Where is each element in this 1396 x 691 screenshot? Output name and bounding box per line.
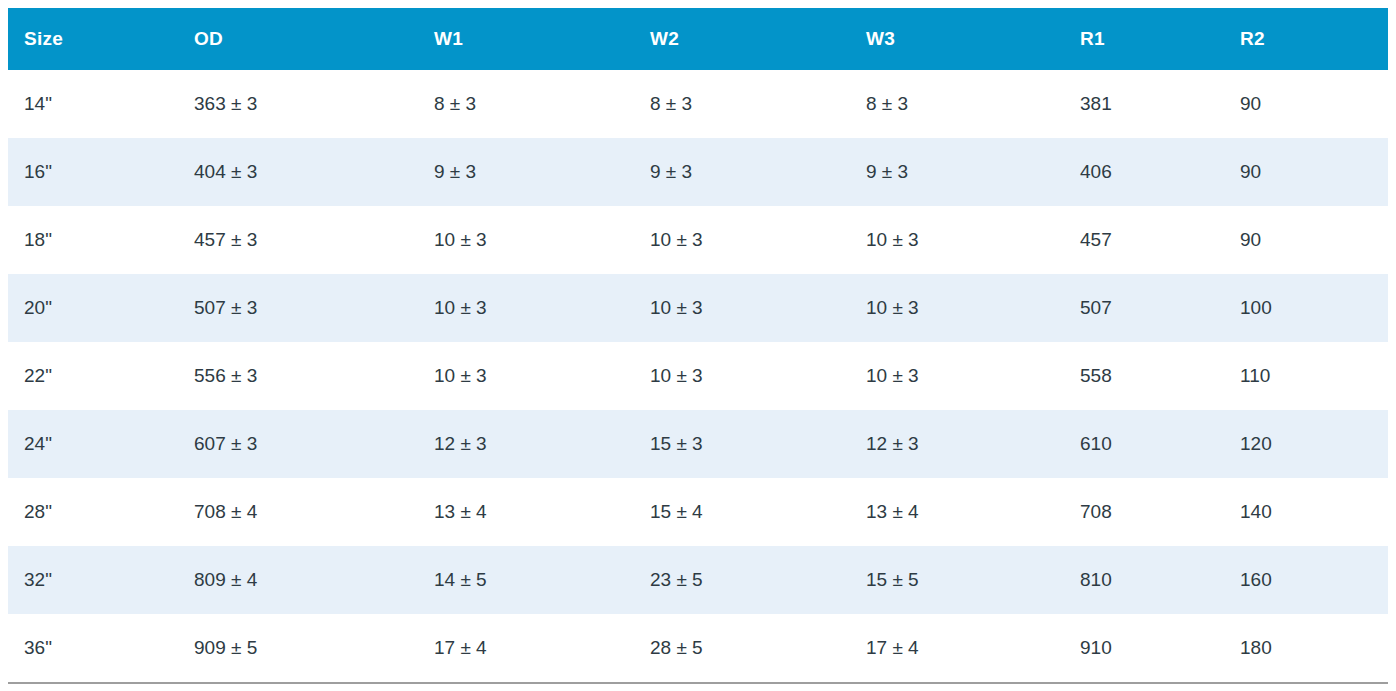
cell-od: 363 ± 3 bbox=[178, 70, 418, 138]
cell-w2: 8 ± 3 bbox=[634, 70, 850, 138]
cell-size: 20" bbox=[8, 274, 178, 342]
cell-r2: 180 bbox=[1224, 614, 1388, 683]
cell-r2: 90 bbox=[1224, 206, 1388, 274]
cell-w3: 12 ± 3 bbox=[850, 410, 1064, 478]
cell-size: 36" bbox=[8, 614, 178, 683]
cell-w2: 10 ± 3 bbox=[634, 274, 850, 342]
cell-w1: 14 ± 5 bbox=[418, 546, 634, 614]
cell-w1: 10 ± 3 bbox=[418, 206, 634, 274]
cell-w2: 9 ± 3 bbox=[634, 138, 850, 206]
cell-size: 16" bbox=[8, 138, 178, 206]
cell-r1: 406 bbox=[1064, 138, 1224, 206]
cell-r1: 507 bbox=[1064, 274, 1224, 342]
cell-od: 507 ± 3 bbox=[178, 274, 418, 342]
column-header-w2: W2 bbox=[634, 8, 850, 70]
cell-size: 24" bbox=[8, 410, 178, 478]
column-header-r2: R2 bbox=[1224, 8, 1388, 70]
cell-size: 14" bbox=[8, 70, 178, 138]
table-row-20: 20" 507 ± 3 10 ± 3 10 ± 3 10 ± 3 507 100 bbox=[8, 274, 1388, 342]
cell-r2: 120 bbox=[1224, 410, 1388, 478]
cell-r1: 910 bbox=[1064, 614, 1224, 683]
table-row-24: 24" 607 ± 3 12 ± 3 15 ± 3 12 ± 3 610 120 bbox=[8, 410, 1388, 478]
cell-w1: 10 ± 3 bbox=[418, 342, 634, 410]
cell-od: 809 ± 4 bbox=[178, 546, 418, 614]
cell-r1: 708 bbox=[1064, 478, 1224, 546]
cell-size: 22" bbox=[8, 342, 178, 410]
cell-r2: 100 bbox=[1224, 274, 1388, 342]
column-header-w3: W3 bbox=[850, 8, 1064, 70]
cell-od: 708 ± 4 bbox=[178, 478, 418, 546]
cell-r2: 140 bbox=[1224, 478, 1388, 546]
cell-r1: 558 bbox=[1064, 342, 1224, 410]
column-header-r1: R1 bbox=[1064, 8, 1224, 70]
cell-od: 909 ± 5 bbox=[178, 614, 418, 683]
table-body: 14" 363 ± 3 8 ± 3 8 ± 3 8 ± 3 381 90 16"… bbox=[8, 70, 1388, 683]
cell-w3: 8 ± 3 bbox=[850, 70, 1064, 138]
column-header-od: OD bbox=[178, 8, 418, 70]
cell-w2: 23 ± 5 bbox=[634, 546, 850, 614]
cell-w3: 10 ± 3 bbox=[850, 274, 1064, 342]
table-header: Size OD W1 W2 W3 R1 R2 bbox=[8, 8, 1388, 70]
cell-r1: 810 bbox=[1064, 546, 1224, 614]
cell-od: 457 ± 3 bbox=[178, 206, 418, 274]
cell-size: 32" bbox=[8, 546, 178, 614]
header-row: Size OD W1 W2 W3 R1 R2 bbox=[8, 8, 1388, 70]
cell-w3: 17 ± 4 bbox=[850, 614, 1064, 683]
cell-r1: 457 bbox=[1064, 206, 1224, 274]
column-header-size: Size bbox=[8, 8, 178, 70]
page: Size OD W1 W2 W3 R1 R2 14" 363 ± 3 8 ± 3… bbox=[0, 0, 1396, 684]
cell-w3: 10 ± 3 bbox=[850, 206, 1064, 274]
table-row-14: 14" 363 ± 3 8 ± 3 8 ± 3 8 ± 3 381 90 bbox=[8, 70, 1388, 138]
cell-r2: 90 bbox=[1224, 70, 1388, 138]
cell-w2: 10 ± 3 bbox=[634, 206, 850, 274]
column-header-w1: W1 bbox=[418, 8, 634, 70]
cell-w1: 12 ± 3 bbox=[418, 410, 634, 478]
table-row-36: 36" 909 ± 5 17 ± 4 28 ± 5 17 ± 4 910 180 bbox=[8, 614, 1388, 683]
cell-r2: 160 bbox=[1224, 546, 1388, 614]
cell-r2: 90 bbox=[1224, 138, 1388, 206]
cell-w2: 15 ± 4 bbox=[634, 478, 850, 546]
cell-w2: 10 ± 3 bbox=[634, 342, 850, 410]
cell-size: 28" bbox=[8, 478, 178, 546]
cell-w3: 9 ± 3 bbox=[850, 138, 1064, 206]
dimensions-spec-table: Size OD W1 W2 W3 R1 R2 14" 363 ± 3 8 ± 3… bbox=[8, 8, 1388, 684]
table-row-32: 32" 809 ± 4 14 ± 5 23 ± 5 15 ± 5 810 160 bbox=[8, 546, 1388, 614]
cell-w3: 13 ± 4 bbox=[850, 478, 1064, 546]
cell-w1: 8 ± 3 bbox=[418, 70, 634, 138]
table-row-28: 28" 708 ± 4 13 ± 4 15 ± 4 13 ± 4 708 140 bbox=[8, 478, 1388, 546]
cell-r1: 381 bbox=[1064, 70, 1224, 138]
cell-w1: 10 ± 3 bbox=[418, 274, 634, 342]
table-row-18: 18" 457 ± 3 10 ± 3 10 ± 3 10 ± 3 457 90 bbox=[8, 206, 1388, 274]
cell-size: 18" bbox=[8, 206, 178, 274]
cell-w3: 10 ± 3 bbox=[850, 342, 1064, 410]
cell-r2: 110 bbox=[1224, 342, 1388, 410]
cell-od: 556 ± 3 bbox=[178, 342, 418, 410]
cell-w2: 28 ± 5 bbox=[634, 614, 850, 683]
cell-w1: 9 ± 3 bbox=[418, 138, 634, 206]
table-row-16: 16" 404 ± 3 9 ± 3 9 ± 3 9 ± 3 406 90 bbox=[8, 138, 1388, 206]
cell-od: 607 ± 3 bbox=[178, 410, 418, 478]
cell-od: 404 ± 3 bbox=[178, 138, 418, 206]
cell-w1: 13 ± 4 bbox=[418, 478, 634, 546]
cell-w3: 15 ± 5 bbox=[850, 546, 1064, 614]
cell-r1: 610 bbox=[1064, 410, 1224, 478]
cell-w1: 17 ± 4 bbox=[418, 614, 634, 683]
table-row-22: 22" 556 ± 3 10 ± 3 10 ± 3 10 ± 3 558 110 bbox=[8, 342, 1388, 410]
cell-w2: 15 ± 3 bbox=[634, 410, 850, 478]
